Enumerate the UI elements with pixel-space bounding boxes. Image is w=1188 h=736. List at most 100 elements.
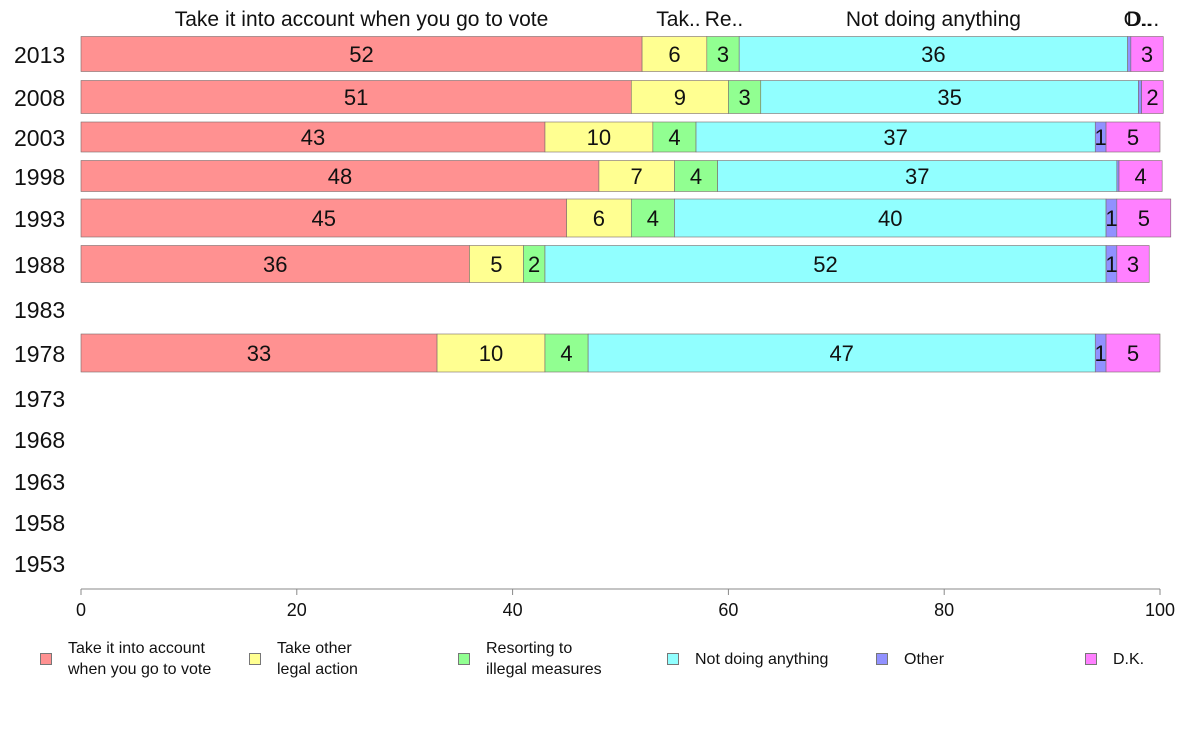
top-label-series-0: Take it into account when you go to vote — [175, 8, 549, 31]
category-label-1978: 1978 — [14, 341, 65, 367]
value-label-1993-series-3: 40 — [878, 206, 902, 231]
value-label-2003-series-1: 10 — [587, 125, 611, 150]
legend-label-legal-action: Take other legal action — [277, 640, 358, 678]
bar-1988-series-0 — [80, 245, 470, 283]
value-label-1993-series-0: 45 — [312, 206, 336, 231]
value-label-2013-series-0: 52 — [349, 42, 373, 67]
top-label-series-5: D... — [1127, 8, 1160, 31]
value-label-1993-series-2: 4 — [647, 206, 659, 231]
legend-label-illegal-measures: Resorting to illegal measures — [486, 640, 602, 678]
legend-item-vote: Take it into account when you go to vote — [40, 638, 211, 680]
category-label-2013: 2013 — [14, 42, 65, 68]
bar-1998-series-0 — [80, 160, 600, 192]
legend-swatch-vote — [40, 653, 52, 665]
value-label-1978-series-4: 1 — [1095, 341, 1107, 366]
value-label-1988-series-1: 5 — [490, 252, 502, 277]
bar-2013-series-4 — [1127, 36, 1132, 72]
legend-swatch-not-doing — [667, 653, 679, 665]
bar-2013-series-5 — [1130, 36, 1164, 72]
value-label-1988-series-2: 2 — [528, 252, 540, 277]
value-label-1978-series-5: 5 — [1127, 341, 1139, 366]
category-label-1993: 1993 — [14, 206, 65, 232]
category-label-1968: 1968 — [14, 427, 65, 453]
legend-item-illegal-measures: Resorting to illegal measures — [458, 638, 602, 680]
value-label-1998-series-3: 37 — [905, 164, 929, 189]
bar-2003-series-2 — [652, 121, 697, 153]
category-label-1953: 1953 — [14, 551, 65, 577]
bar-1978-series-5 — [1105, 333, 1161, 373]
bar-2008-series-3 — [760, 80, 1139, 114]
bar-1998-series-1 — [598, 160, 675, 192]
bar-2013-series-2 — [706, 36, 740, 72]
value-label-2003-series-5: 5 — [1127, 125, 1139, 150]
legend-item-legal-action: Take other legal action — [249, 638, 358, 680]
category-label-1963: 1963 — [14, 469, 65, 495]
value-label-2008-series-5: 2 — [1146, 85, 1158, 110]
x-tick-label-100: 100 — [1145, 600, 1175, 620]
value-label-1988-series-5: 3 — [1127, 252, 1139, 277]
stacked-bar-chart: 2013200820031998199319881983197819731968… — [14, 8, 1175, 620]
x-tick-label-80: 80 — [934, 600, 954, 620]
value-label-2003-series-3: 37 — [883, 125, 907, 150]
bar-1993-series-0 — [80, 198, 567, 238]
legend-item-not-doing: Not doing anything — [667, 638, 828, 670]
category-label-2008: 2008 — [14, 85, 65, 111]
bar-1988-series-3 — [544, 245, 1107, 283]
value-label-1988-series-4: 1 — [1105, 252, 1117, 277]
bar-2013-series-0 — [80, 36, 643, 72]
x-tick-label-60: 60 — [718, 600, 738, 620]
bar-1998-series-5 — [1118, 160, 1163, 192]
value-label-1998-series-2: 4 — [690, 164, 702, 189]
legend-label-dk: D.K. — [1113, 651, 1145, 668]
bar-2008-series-1 — [630, 80, 729, 114]
value-label-1978-series-3: 47 — [829, 341, 853, 366]
bar-2008-series-4 — [1138, 80, 1142, 114]
bar-2008-series-2 — [728, 80, 762, 114]
category-label-1983: 1983 — [14, 297, 65, 323]
value-label-2013-series-1: 6 — [668, 42, 680, 67]
value-label-2008-series-3: 35 — [937, 85, 961, 110]
bar-1988-series-1 — [469, 245, 524, 283]
bar-2008-series-5 — [1141, 80, 1164, 114]
value-label-2013-series-5: 3 — [1141, 42, 1153, 67]
value-label-2013-series-2: 3 — [717, 42, 729, 67]
legend-swatch-illegal-measures — [458, 653, 470, 665]
legend-swatch-dk — [1085, 653, 1097, 665]
x-tick-label-0: 0 — [76, 600, 86, 620]
bar-1978-series-3 — [587, 333, 1096, 373]
category-label-2003: 2003 — [14, 125, 65, 151]
bar-1993-series-2 — [630, 198, 675, 238]
value-label-1993-series-5: 5 — [1138, 206, 1150, 231]
bar-1978-series-2 — [544, 333, 589, 373]
legend-item-other: Other — [876, 638, 944, 670]
category-label-1973: 1973 — [14, 386, 65, 412]
x-tick-label-40: 40 — [503, 600, 523, 620]
category-label-1988: 1988 — [14, 252, 65, 278]
value-label-2003-series-0: 43 — [301, 125, 325, 150]
legend-label-vote: Take it into account when you go to vote — [68, 640, 212, 678]
value-label-2013-series-3: 36 — [921, 42, 945, 67]
legend-swatch-other — [876, 653, 888, 665]
bar-1978-series-1 — [436, 333, 546, 373]
bar-2013-series-1 — [641, 36, 708, 72]
value-label-1993-series-4: 1 — [1105, 206, 1117, 231]
bar-2013-series-3 — [738, 36, 1128, 72]
value-label-1998-series-0: 48 — [328, 164, 352, 189]
bar-1993-series-5 — [1116, 198, 1172, 238]
value-label-1978-series-1: 10 — [479, 341, 503, 366]
bar-2008-series-0 — [80, 80, 632, 114]
value-label-1978-series-0: 33 — [247, 341, 271, 366]
category-label-1998: 1998 — [14, 164, 65, 190]
legend-swatch-legal-action — [249, 653, 261, 665]
legend-label-other: Other — [904, 651, 945, 668]
bar-1998-series-3 — [717, 160, 1118, 192]
top-label-series-4: O.. — [1124, 8, 1152, 31]
top-label-series-1: Tak.. — [656, 8, 700, 31]
bar-1998-series-2 — [674, 160, 718, 192]
value-label-1993-series-1: 6 — [593, 206, 605, 231]
value-label-2008-series-1: 9 — [674, 85, 686, 110]
bar-2003-series-5 — [1105, 121, 1161, 153]
top-label-series-3: Not doing anything — [846, 8, 1021, 31]
value-label-1998-series-1: 7 — [631, 164, 643, 189]
bar-2003-series-3 — [695, 121, 1096, 153]
